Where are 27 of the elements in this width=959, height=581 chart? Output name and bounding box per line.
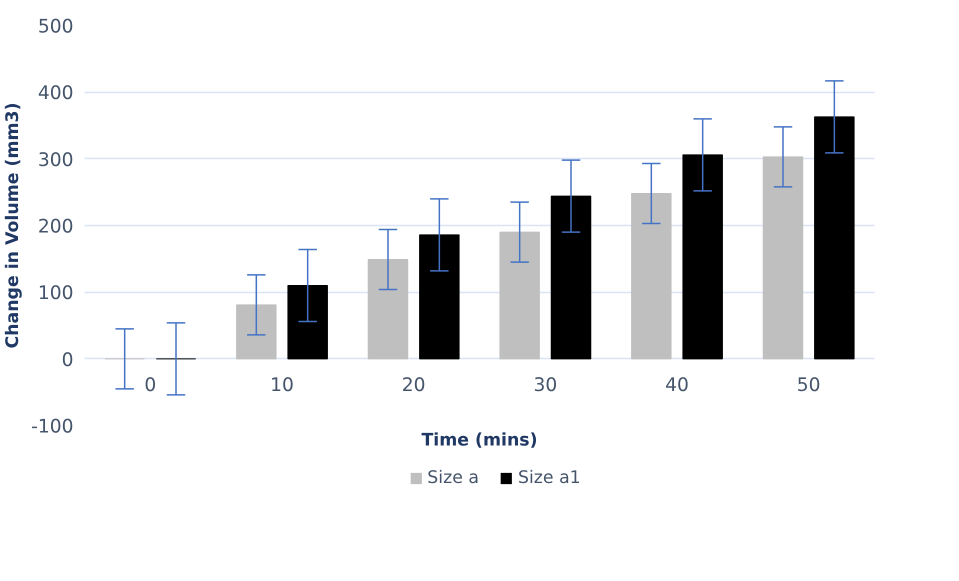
y-axis-title: Change in Volume (mm3) (3, 102, 24, 349)
bar (419, 234, 460, 360)
x-tick-label: 0 (144, 374, 156, 396)
x-tick-label: 40 (665, 374, 689, 396)
legend-label: Size a1 (518, 468, 581, 488)
x-tick-label: 30 (533, 374, 558, 396)
x-tick-label: 20 (402, 374, 426, 396)
y-tick-label: 500 (38, 16, 74, 38)
bar (287, 285, 328, 360)
y-tick-label: 300 (38, 150, 74, 171)
bar (631, 193, 672, 360)
bar (814, 116, 855, 360)
bar (499, 232, 540, 360)
y-tick-label: 200 (38, 216, 74, 238)
legend-label: Size a (427, 468, 479, 488)
bar (550, 196, 592, 360)
y-tick-label: 100 (38, 283, 74, 304)
y-tick-label: -100 (31, 416, 74, 438)
bar (368, 259, 408, 360)
x-tick-label: 10 (270, 374, 294, 396)
bar (682, 154, 723, 360)
x-axis-title: Time (mins) (421, 430, 538, 450)
bar (236, 304, 277, 360)
y-tick-label: 400 (38, 83, 74, 104)
x-tick-label: 50 (796, 374, 821, 396)
bar (762, 156, 804, 360)
y-tick-label: 0 (62, 350, 74, 371)
